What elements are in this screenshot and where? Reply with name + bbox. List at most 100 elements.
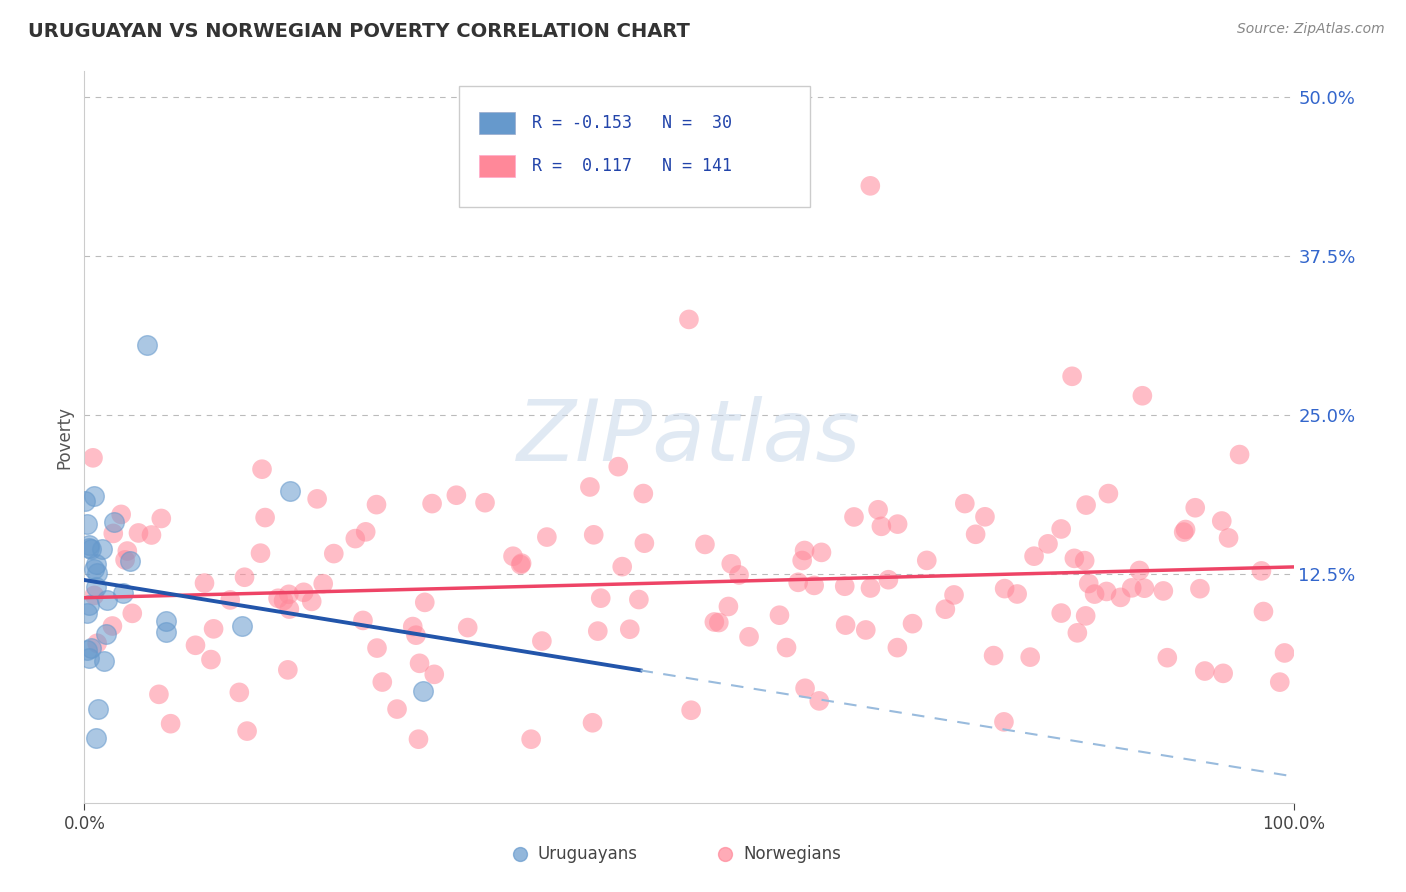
- Point: [877, 573, 900, 587]
- Point: [934, 602, 956, 616]
- Point: [103, 515, 125, 529]
- Point: [901, 616, 924, 631]
- Point: [1019, 650, 1042, 665]
- Point: [114, 553, 136, 567]
- Point: [150, 511, 173, 525]
- Point: [738, 630, 761, 644]
- Point: [423, 667, 446, 681]
- Point: [855, 623, 877, 637]
- Point: [1173, 525, 1195, 540]
- Point: [581, 715, 603, 730]
- Point: [117, 544, 139, 558]
- Point: [681, 703, 703, 717]
- Point: [402, 619, 425, 633]
- Point: [1212, 666, 1234, 681]
- Point: [915, 553, 938, 567]
- Point: [859, 178, 882, 193]
- Point: [110, 508, 132, 522]
- Point: [159, 716, 181, 731]
- Point: [607, 459, 630, 474]
- Point: [994, 582, 1017, 596]
- Point: [96, 592, 118, 607]
- Point: [200, 652, 222, 666]
- Point: [1074, 498, 1097, 512]
- Point: [510, 556, 533, 570]
- Point: [267, 591, 290, 606]
- FancyBboxPatch shape: [478, 155, 515, 178]
- Point: [868, 502, 890, 516]
- Point: [84, 731, 107, 746]
- Point: [589, 591, 612, 606]
- Point: [768, 608, 790, 623]
- Point: [974, 509, 997, 524]
- Point: [579, 480, 602, 494]
- Point: [693, 537, 716, 551]
- Text: Uruguayans: Uruguayans: [538, 845, 638, 863]
- Point: [148, 687, 170, 701]
- Point: [775, 640, 797, 655]
- Point: [127, 525, 149, 540]
- Point: [87, 701, 110, 715]
- Point: [1211, 514, 1233, 528]
- Text: URUGUAYAN VS NORWEGIAN POVERTY CORRELATION CHART: URUGUAYAN VS NORWEGIAN POVERTY CORRELATI…: [28, 22, 690, 41]
- Point: [292, 585, 315, 599]
- Point: [530, 634, 553, 648]
- Point: [1250, 564, 1272, 578]
- Point: [1074, 608, 1097, 623]
- Point: [254, 510, 277, 524]
- Point: [717, 599, 740, 614]
- Point: [502, 549, 524, 564]
- FancyBboxPatch shape: [460, 86, 810, 207]
- Point: [965, 527, 987, 541]
- Point: [77, 598, 100, 612]
- Text: ZIPatlas: ZIPatlas: [517, 395, 860, 479]
- Point: [808, 694, 831, 708]
- Point: [1050, 522, 1073, 536]
- Point: [1194, 664, 1216, 678]
- Point: [1022, 549, 1045, 564]
- Point: [1184, 500, 1206, 515]
- Point: [1109, 591, 1132, 605]
- Point: [714, 814, 737, 829]
- Point: [834, 618, 856, 632]
- Point: [83, 562, 105, 576]
- Point: [112, 586, 135, 600]
- Point: [233, 570, 256, 584]
- Y-axis label: Poverty: Poverty: [55, 406, 73, 468]
- Point: [1156, 650, 1178, 665]
- Point: [193, 576, 215, 591]
- Point: [446, 488, 468, 502]
- Point: [1077, 576, 1099, 591]
- Point: [619, 622, 641, 636]
- Point: [82, 450, 104, 465]
- Point: [84, 580, 107, 594]
- Point: [794, 681, 817, 696]
- Point: [413, 595, 436, 609]
- Point: [93, 654, 115, 668]
- FancyBboxPatch shape: [478, 112, 515, 134]
- Point: [77, 651, 100, 665]
- Point: [385, 702, 408, 716]
- Point: [83, 489, 105, 503]
- Point: [412, 684, 434, 698]
- Point: [405, 628, 427, 642]
- Point: [249, 546, 271, 560]
- Point: [76, 516, 98, 531]
- Point: [1218, 531, 1240, 545]
- Point: [408, 732, 430, 747]
- Point: [90, 541, 112, 556]
- Point: [509, 814, 531, 829]
- Point: [1188, 582, 1211, 596]
- Point: [96, 627, 118, 641]
- Point: [1128, 564, 1150, 578]
- Point: [77, 538, 100, 552]
- Point: [273, 593, 295, 607]
- Point: [859, 581, 882, 595]
- Point: [86, 566, 108, 580]
- Point: [278, 483, 301, 498]
- Point: [1073, 554, 1095, 568]
- Text: Source: ZipAtlas.com: Source: ZipAtlas.com: [1237, 22, 1385, 37]
- Point: [278, 602, 301, 616]
- Point: [141, 528, 163, 542]
- Point: [1121, 581, 1143, 595]
